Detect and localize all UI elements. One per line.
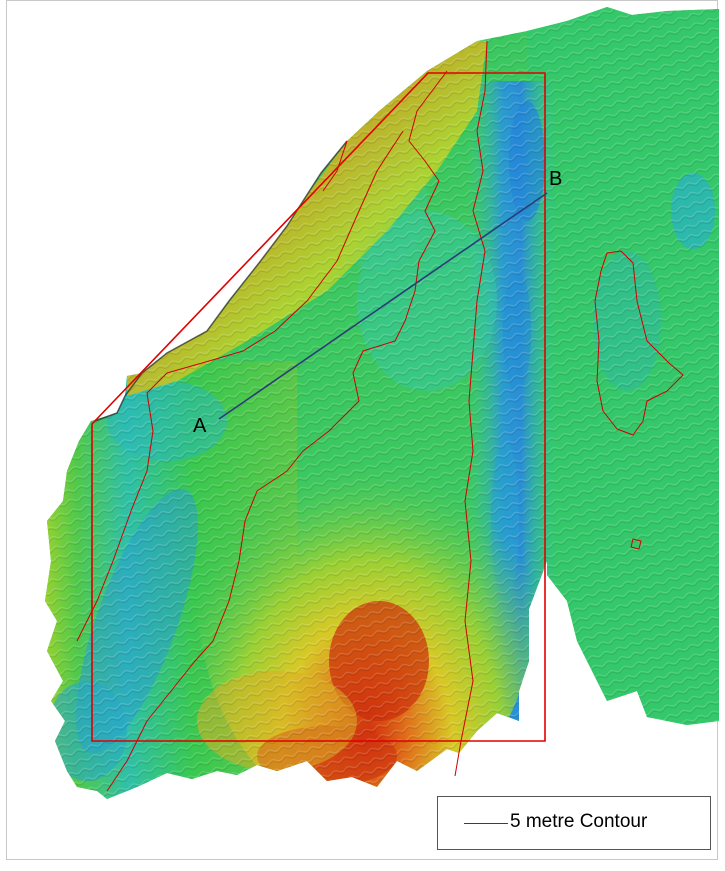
survey-boundary: [91, 72, 546, 742]
bathymetry-map: [45, 7, 719, 799]
profile-start-label: A: [193, 415, 207, 437]
map-frame: A B 5 metre Contour: [6, 0, 719, 860]
map-legend: 5 metre Contour: [437, 796, 711, 850]
profile-line: [218, 192, 548, 420]
contour-legend-label: 5 metre Contour: [510, 811, 648, 832]
contour-lines: [76, 40, 684, 792]
contour-legend-swatch: [464, 823, 508, 824]
profile-end-label: B: [549, 168, 563, 190]
